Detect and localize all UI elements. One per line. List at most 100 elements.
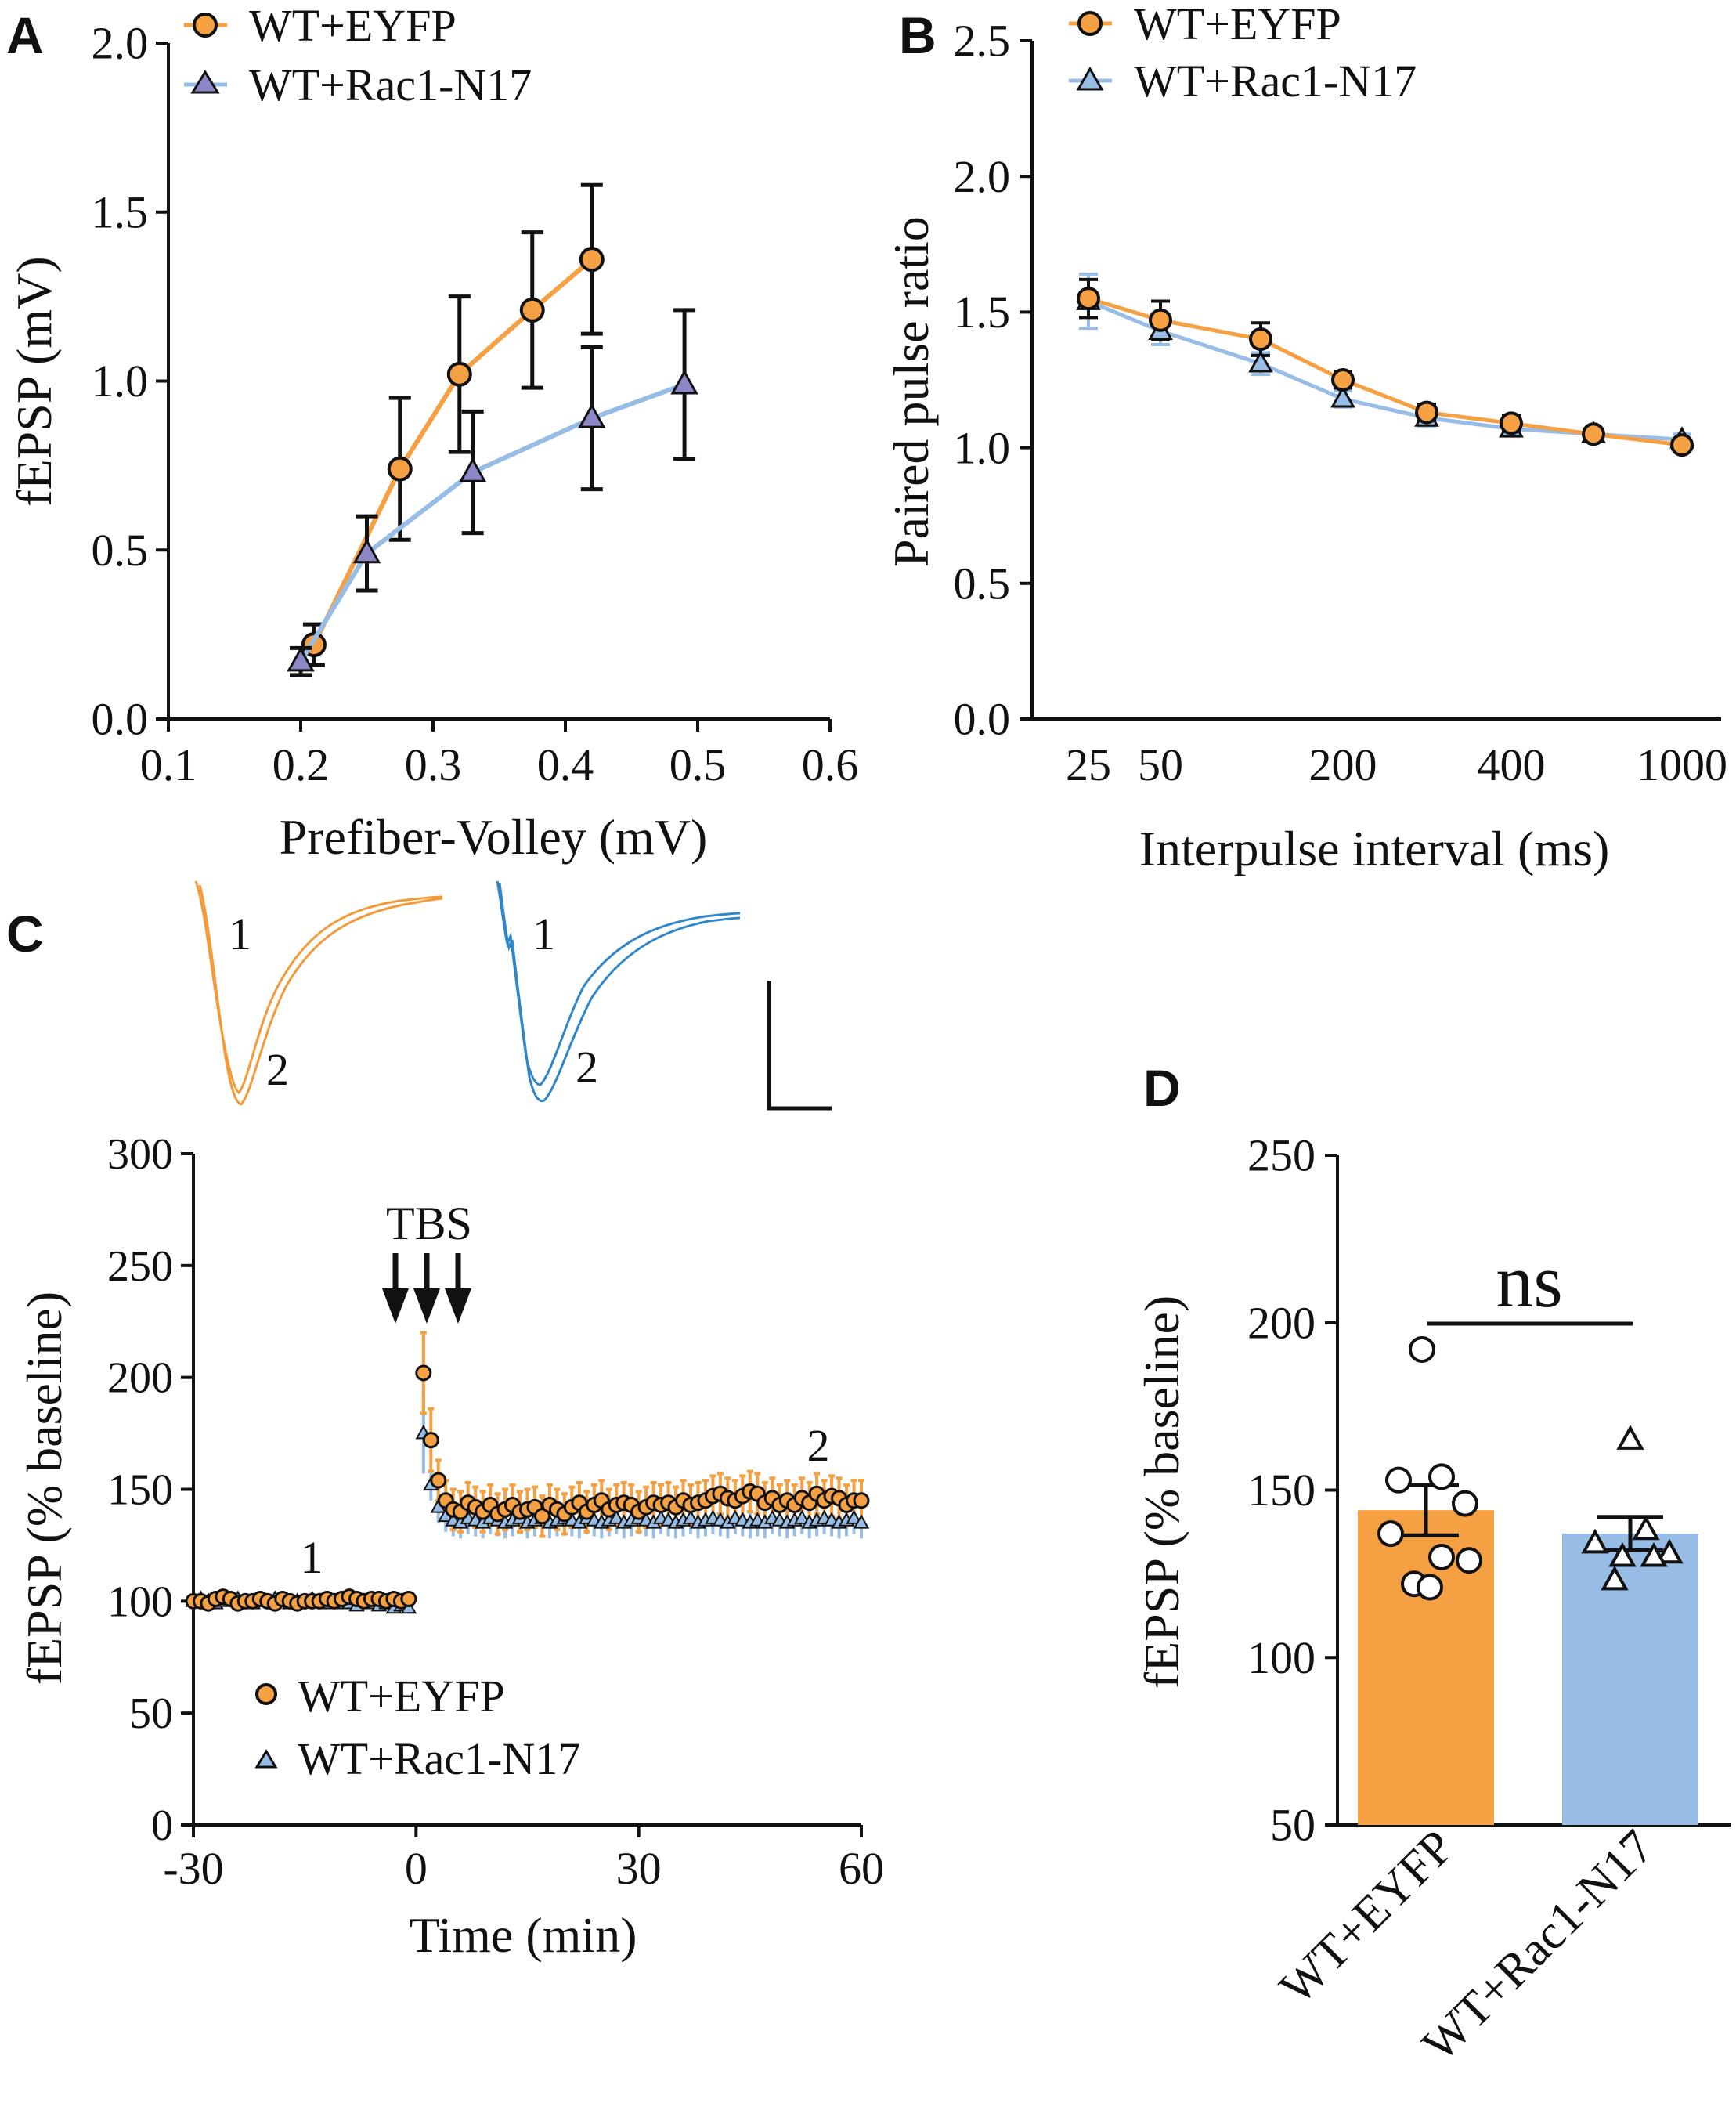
data-point-rac1 (1330, 385, 1355, 408)
scale-bar (767, 981, 832, 1111)
panel-a-legend: WT+EYFP WT+Rac1-N17 (184, 0, 532, 110)
x-tick-label: 0.3 (405, 739, 462, 790)
y-tick-label: 2.0 (92, 18, 149, 69)
panel-c-x-label: Time (min) (410, 1907, 637, 1963)
y-tick-label: 150 (107, 1466, 173, 1515)
panel-a-marks (287, 182, 698, 677)
legend-rac1-label: WT+Rac1-N17 (249, 60, 532, 110)
x-tick-label: 400 (1478, 739, 1546, 790)
series-line-eyfp (1088, 296, 1683, 447)
y-tick-label: 50 (1270, 1800, 1316, 1851)
data-point-rac1 (578, 403, 606, 428)
data-point-eyfp (1417, 1574, 1443, 1601)
data-point-eyfp (1456, 1547, 1482, 1574)
panel-d-marks (1358, 1335, 1698, 1825)
data-point-eyfp (1452, 1490, 1478, 1517)
trace-rac1 (496, 880, 741, 1103)
x-tick-label: 0 (405, 1843, 428, 1894)
legend-eyfp-label: WT+EYFP (1134, 0, 1341, 49)
legend-rac1-marker (254, 1749, 278, 1769)
data-point-rac1 (670, 369, 698, 395)
legend-rac1-marker (190, 70, 220, 94)
data-point-rac1 (458, 457, 487, 482)
y-tick-label: 100 (107, 1577, 173, 1626)
series-line-rac1 (298, 381, 686, 663)
y-tick-label: 250 (107, 1242, 173, 1291)
y-tick-label: 1.0 (92, 356, 149, 406)
data-point-rac1 (1640, 1541, 1668, 1567)
panel-c-marks (185, 1331, 870, 1614)
panel-c-letter: C (6, 905, 44, 963)
panel-b-x-label: Interpulse interval (ms) (1139, 821, 1610, 876)
significance-label: ns (1496, 1239, 1562, 1323)
x-tick-label: 25 (1066, 739, 1111, 790)
y-tick-label: 0 (151, 1801, 173, 1850)
trace-rac1-label-1: 1 (532, 909, 555, 959)
bar-rac1 (1562, 1534, 1698, 1825)
data-point-rac1 (1655, 1538, 1684, 1564)
legend-rac1-label: WT+Rac1-N17 (298, 1733, 580, 1784)
x-tick-label: -30 (163, 1843, 223, 1894)
panel-b: B 0.0 0.5 1.0 1.5 2.0 2.5 25 50 200 400 1000 Inter… (883, 0, 1727, 876)
data-point-eyfp (533, 1508, 550, 1525)
y-tick-label: 0.5 (954, 558, 1011, 609)
x-tick-label: 0.1 (140, 739, 197, 790)
data-point-eyfp (1077, 287, 1100, 311)
panel-d-ticks: 50 100 150 200 250 (1247, 1130, 1337, 1851)
data-point-rac1 (793, 1509, 810, 1524)
trace-eyfp-label-2: 2 (266, 1044, 289, 1095)
data-point-rac1 (1601, 1565, 1629, 1591)
data-point-eyfp (387, 456, 413, 482)
data-point-eyfp (853, 1492, 870, 1509)
panel-a-ticks: 0.0 0.5 1.0 1.5 2.0 0.1 0.2 0.3 0.4 0.5 0.6 (92, 18, 859, 790)
panel-b-letter: B (899, 6, 937, 64)
y-tick-label: 0.5 (92, 525, 149, 576)
panel-b-ticks: 0.0 0.5 1.0 1.5 2.0 2.5 25 50 200 400 1000 (954, 16, 1728, 790)
legend-eyfp-marker (1077, 11, 1103, 36)
trace-rac1-label-2: 2 (576, 1042, 598, 1093)
y-tick-label: 100 (1247, 1632, 1316, 1683)
y-tick-label: 300 (107, 1130, 173, 1179)
data-point-eyfp (430, 1472, 447, 1489)
data-point-rac1 (352, 538, 381, 564)
data-point-eyfp (519, 297, 545, 323)
x-tick-label: 60 (839, 1843, 884, 1894)
panel-d-y-label: fEPSP (% baseline) (1134, 1295, 1189, 1689)
data-point-rac1 (846, 1509, 862, 1524)
data-point-rac1 (608, 1509, 625, 1524)
data-point-eyfp (1415, 400, 1438, 425)
panel-b-y-label: Paired pulse ratio (883, 216, 939, 567)
y-tick-label: 0.0 (954, 694, 1011, 745)
data-point-rac1 (1608, 1541, 1637, 1567)
data-point-eyfp (1409, 1335, 1435, 1363)
trace-eyfp (194, 880, 443, 1106)
data-point-eyfp (422, 1432, 439, 1449)
x-tick-label: 0.5 (669, 739, 727, 790)
data-point-eyfp (1149, 308, 1172, 332)
y-tick-label: 250 (1247, 1130, 1316, 1181)
y-tick-label: 200 (107, 1354, 173, 1403)
y-tick-label: 2.0 (954, 151, 1011, 202)
y-tick-label: 1.5 (954, 287, 1011, 338)
y-tick-label: 200 (1247, 1297, 1316, 1348)
baseline-marker-1: 1 (301, 1532, 323, 1583)
x-tick-label: 0.6 (802, 739, 859, 790)
trace-eyfp-label-1: 1 (229, 909, 251, 959)
panel-a-letter: A (6, 6, 44, 64)
legend-rac1-label: WT+Rac1-N17 (1134, 56, 1417, 107)
data-point-eyfp (579, 247, 605, 273)
panel-a: A 0.0 0.5 1.0 1.5 2.0 0.1 0.2 0.3 0.4 0.5 0.6 Pref… (6, 0, 858, 865)
data-point-eyfp (1500, 411, 1523, 435)
data-point-eyfp (1377, 1520, 1404, 1548)
data-point-rac1 (1632, 1515, 1660, 1541)
data-point-eyfp (1331, 368, 1355, 392)
legend-eyfp-marker (193, 13, 218, 38)
data-point-eyfp (415, 1364, 432, 1382)
x-tick-label: 1000 (1637, 739, 1727, 790)
data-point-eyfp (446, 361, 472, 387)
y-tick-label: 1.0 (954, 422, 1011, 473)
data-point-eyfp (1582, 422, 1605, 446)
